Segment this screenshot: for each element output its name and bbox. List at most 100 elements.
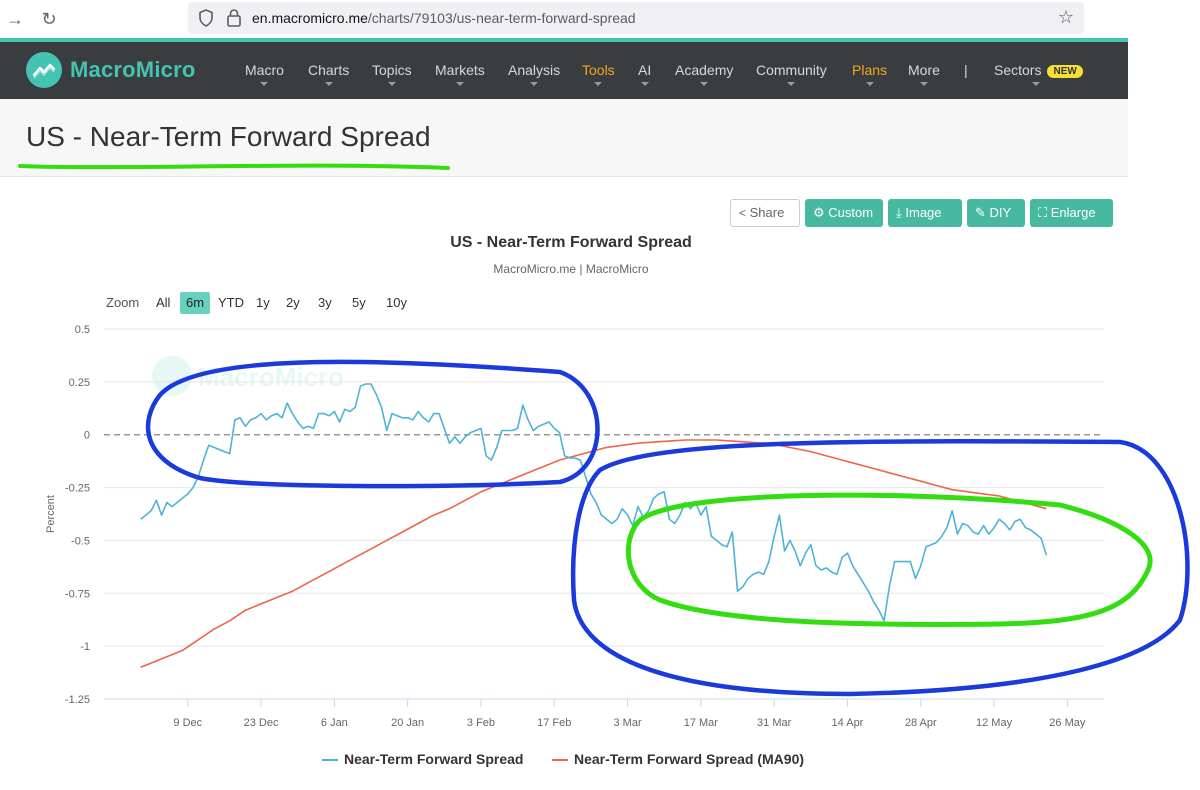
menu-item-academy[interactable]: Academy [675,62,733,86]
chevron-down-icon [919,82,928,86]
chevron-down-icon [324,82,333,86]
y-tick-label: 0.25 [69,377,90,389]
blue-circle-annotation-right [570,439,1190,697]
x-tick-label: 17 Feb [537,717,571,729]
menu-label: Charts [308,62,350,78]
zoom-option-ytd[interactable]: YTD [218,295,244,310]
address-bar[interactable]: en.macromicro.me/charts/79103/us-near-te… [188,2,1084,34]
site-header: MacroMicro Macro Charts Topics Markets Analy… [0,42,1128,99]
enlarge-button[interactable]: ⛶ Enlarge [1030,199,1113,227]
custom-label: Custom [828,205,874,220]
zoom-option-6m[interactable]: 6m [180,292,211,314]
menu-item-charts[interactable]: Charts [308,62,349,86]
url-path: /charts/79103/us-near-term-forward-sprea… [367,10,636,26]
chevron-down-icon [787,82,796,86]
zoom-option-10y[interactable]: 10y [386,295,407,310]
chevron-down-icon [865,82,874,86]
menu-label: Tools [582,62,615,78]
menu-label: Analysis [508,62,561,78]
menu-item-tools[interactable]: Tools [582,62,615,86]
menu-separator: | [964,62,968,78]
menu-label: Macro [245,62,284,78]
menu-label: Markets [435,62,485,78]
x-tick-label: 9 Dec [173,717,202,729]
x-tick-label: 23 Dec [244,717,279,729]
y-tick-label: -0.75 [65,588,90,600]
x-tick-label: 6 Jan [321,717,348,729]
menu-item-markets[interactable]: Markets [435,62,485,86]
chevron-down-icon [455,82,464,86]
menu-item-plans[interactable]: Plans [852,62,887,86]
chart-subtitle: MacroMicro.me | MacroMicro [493,262,649,276]
expand-icon: ⛶ [1038,205,1048,220]
diy-label: DIY [989,205,1012,220]
menu-item-macro[interactable]: Macro [245,62,284,86]
menu-label: More [908,62,940,78]
x-tick-label: 28 Apr [905,717,937,729]
chevron-down-icon [260,82,269,86]
menu-item-sectors[interactable]: Sectors NEW [994,62,1083,86]
chevron-down-icon [387,82,396,86]
chevron-down-icon [594,82,603,86]
reload-icon[interactable]: ↻ [41,9,57,29]
menu-item-topics[interactable]: Topics [372,62,412,86]
zoom-option-1y[interactable]: 1y [256,295,270,310]
chevron-down-icon [1032,82,1040,86]
legend-item-spread[interactable]: Near-Term Forward Spread [322,751,523,767]
x-tick-label: 3 Mar [613,717,641,729]
menu-item-ai[interactable]: AI [638,62,651,86]
menu-label: AI [638,62,652,78]
lock-icon[interactable] [226,8,242,28]
legend-item-ma90[interactable]: Near-Term Forward Spread (MA90) [552,751,804,767]
share-button[interactable]: < Share [730,199,800,227]
x-tick-label: 12 May [976,717,1013,729]
bookmark-star-icon[interactable]: ☆ [1057,7,1074,27]
menu-item-community[interactable]: Community [756,62,827,86]
url-text[interactable]: en.macromicro.me/charts/79103/us-near-te… [252,10,636,26]
zoom-option-2y[interactable]: 2y [286,295,300,310]
menu-label: Plans [852,62,888,78]
x-tick-label: 17 Mar [684,717,719,729]
menu-item-analysis[interactable]: Analysis [508,62,560,86]
y-tick-label: -1 [80,641,90,653]
header-accent-strip [0,38,1128,42]
x-tick-label: 14 Apr [832,717,864,729]
image-button[interactable]: ⤓ Image [888,199,962,227]
y-tick-label: 0 [84,430,90,442]
page-title: US - Near-Term Forward Spread [26,121,431,152]
zoom-option-all[interactable]: All [156,295,171,310]
chevron-down-icon [530,82,539,86]
new-badge: NEW [1047,65,1083,78]
menu-item-more[interactable]: More [908,62,940,86]
menu-label: Topics [372,62,412,78]
image-label: Image [905,205,942,220]
chevron-down-icon [700,82,709,86]
zoom-option-3y[interactable]: 3y [318,295,332,310]
browser-toolbar: → ↻ en.macromicro.me/charts/79103/us-nea… [0,0,1200,38]
sectors-label: Sectors [994,62,1042,78]
zoom-option-5y[interactable]: 5y [352,295,366,310]
blue-circle-annotation-left [145,359,600,489]
series-line-spread [140,383,1048,622]
url-host: en.macromicro.me [252,10,368,26]
menu-label: Academy [675,62,734,78]
site-logo[interactable]: MacroMicro [26,52,195,88]
x-tick-label: 31 Mar [757,717,792,729]
logo-chart-icon [26,52,62,88]
svg-text:MacroMicro: MacroMicro [198,362,344,392]
series-line-ma90 [140,439,1047,669]
legend-label-spread: Near-Term Forward Spread [344,751,524,767]
forward-icon[interactable]: → [6,9,24,29]
zoom-label: Zoom [106,295,140,310]
x-tick-label: 20 Jan [391,717,424,729]
enlarge-label: Enlarge [1050,205,1096,220]
diy-button[interactable]: ✎ DIY [967,199,1025,227]
x-tick-label: 26 May [1049,717,1086,729]
shield-icon[interactable] [198,9,214,27]
custom-button[interactable]: ⚙ Custom [805,199,883,227]
logo-text: MacroMicro [70,57,196,82]
chart-title: US - Near-Term Forward Spread [450,234,692,251]
y-tick-label: -0.25 [65,483,90,495]
share-icon: < [739,206,747,220]
gear-icon: ⚙ [813,205,825,220]
